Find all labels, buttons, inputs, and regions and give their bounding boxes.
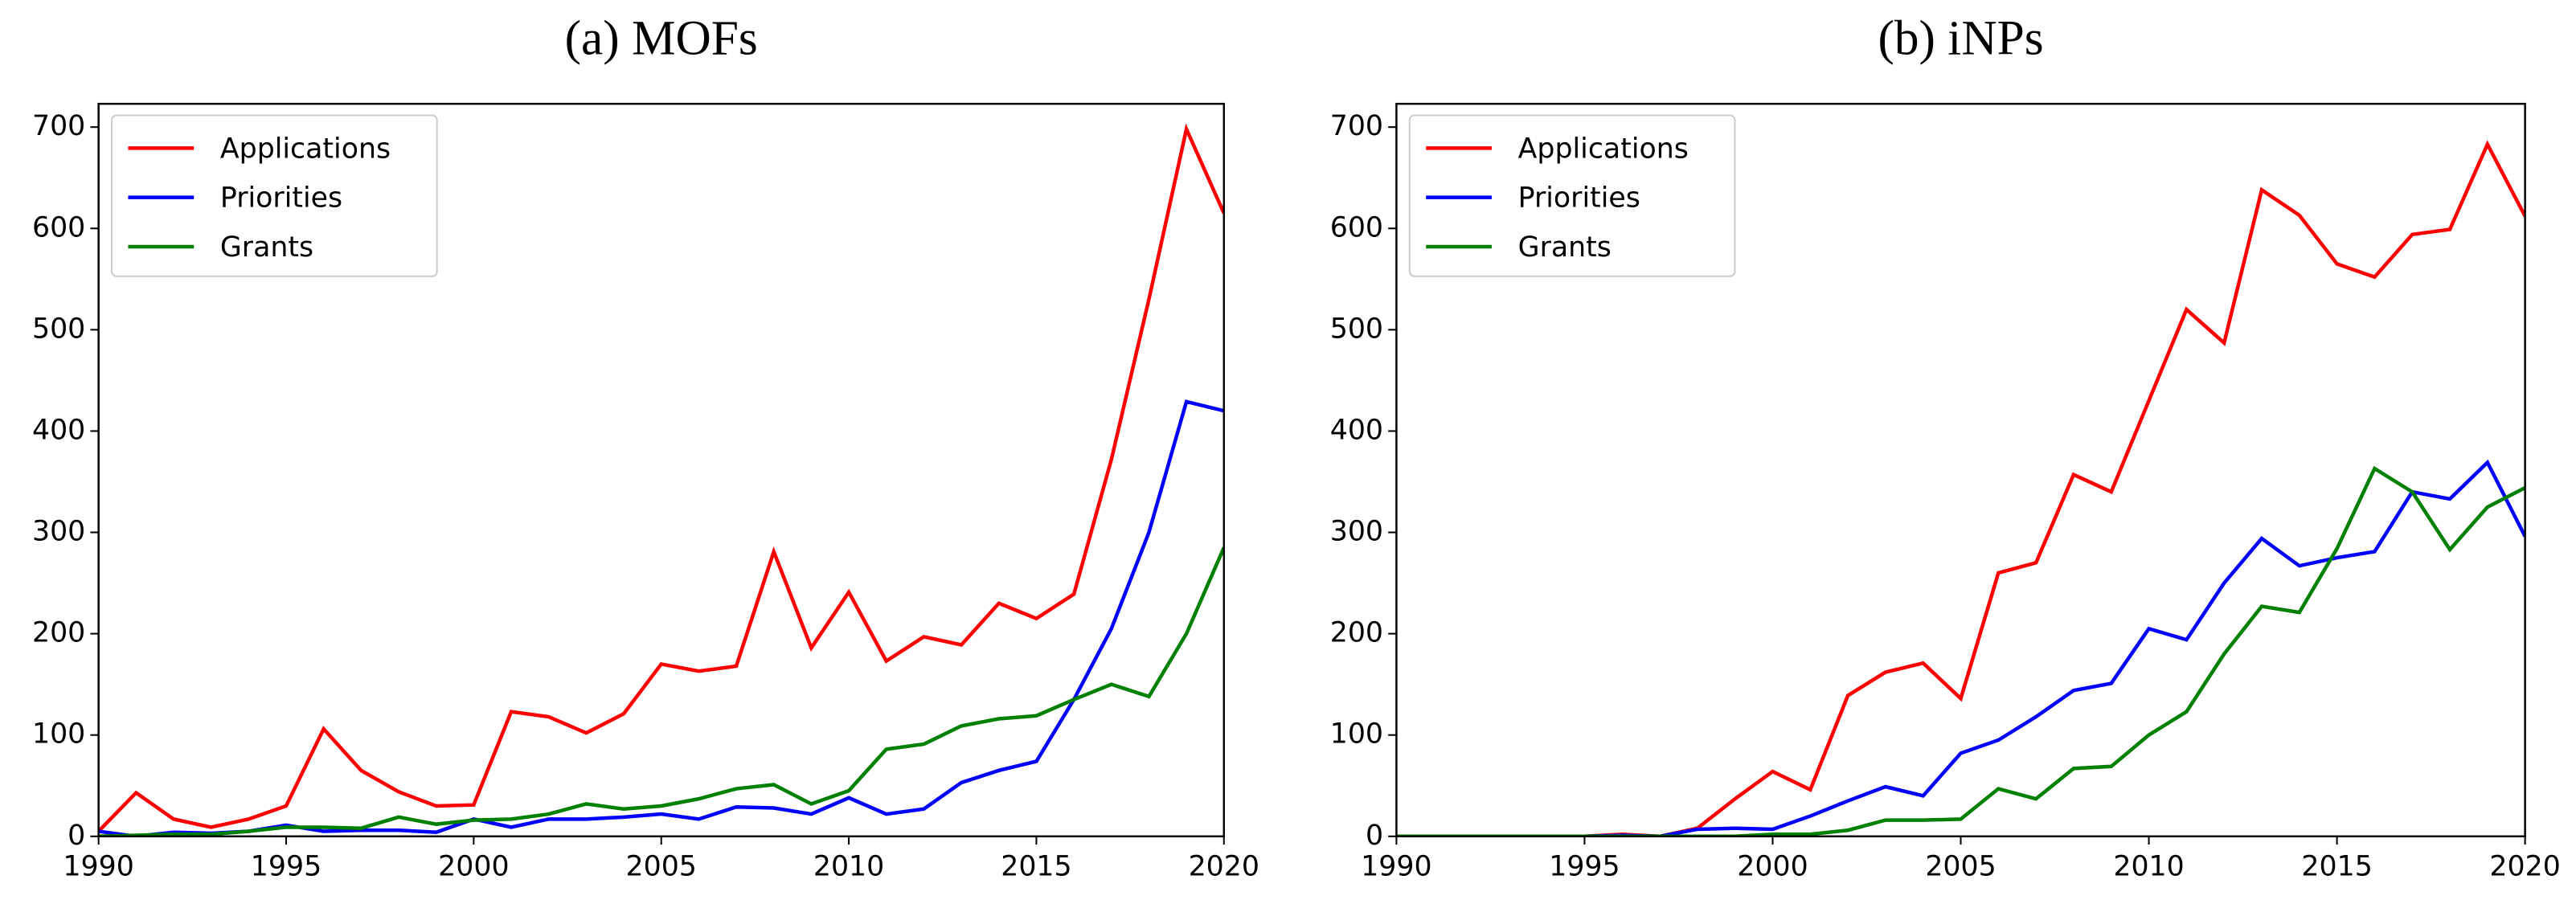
- x-tick-label: 2015: [2301, 851, 2372, 883]
- series-line: [1396, 140, 2525, 837]
- y-tick-label: 100: [1330, 718, 1383, 751]
- y-tick-label: 500: [32, 313, 85, 345]
- y-tick-label: 200: [1330, 617, 1383, 649]
- series-line: [98, 546, 1224, 837]
- series-line: [98, 399, 1224, 837]
- y-tick-label: 300: [1330, 516, 1383, 548]
- x-tick-label: 2000: [1737, 851, 1808, 883]
- x-tick-label: 1990: [1361, 851, 1431, 883]
- x-tick-label: 1995: [251, 851, 321, 883]
- legend-label: Priorities: [1518, 182, 1640, 215]
- y-tick-label: 0: [1366, 820, 1383, 852]
- plot-frame: [1395, 102, 2526, 838]
- y-tick-label: 700: [32, 110, 85, 142]
- y-tick-label: 500: [1330, 313, 1383, 345]
- plot-frame: [97, 102, 1226, 838]
- x-tick-label: 2020: [2489, 851, 2560, 883]
- legend-label: Grants: [220, 231, 313, 264]
- series-line: [1396, 465, 2525, 837]
- series-line: [1396, 459, 2525, 837]
- x-tick-label: 2000: [438, 851, 509, 883]
- x-tick-label: 2010: [2113, 851, 2184, 883]
- y-tick-label: 600: [32, 211, 85, 243]
- legend-label: Applications: [1518, 133, 1689, 165]
- legend-label: Applications: [220, 133, 391, 165]
- x-tick-label: 2015: [1001, 851, 1071, 883]
- y-tick-label: 100: [32, 718, 85, 751]
- x-tick-label: 2010: [813, 851, 884, 883]
- x-tick-label: 1995: [1549, 851, 1620, 883]
- y-tick-label: 400: [32, 414, 85, 446]
- chart-title: (b) iNPs: [1878, 11, 2043, 66]
- legend-box: [110, 114, 438, 277]
- series-line: [98, 123, 1224, 833]
- chart-title: (a) MOFs: [565, 11, 758, 66]
- y-tick-label: 700: [1330, 110, 1383, 142]
- legend-label: Priorities: [220, 182, 342, 215]
- legend-label: Grants: [1518, 231, 1612, 264]
- x-tick-label: 2005: [1925, 851, 1996, 883]
- x-tick-label: 1990: [63, 851, 133, 883]
- x-tick-label: 2005: [626, 851, 697, 883]
- legend-box: [1408, 114, 1736, 277]
- y-tick-label: 200: [32, 617, 85, 649]
- y-tick-label: 600: [1330, 211, 1383, 243]
- y-tick-label: 0: [68, 820, 85, 852]
- y-tick-label: 400: [1330, 414, 1383, 446]
- y-tick-label: 300: [32, 516, 85, 548]
- x-tick-label: 2020: [1189, 851, 1259, 883]
